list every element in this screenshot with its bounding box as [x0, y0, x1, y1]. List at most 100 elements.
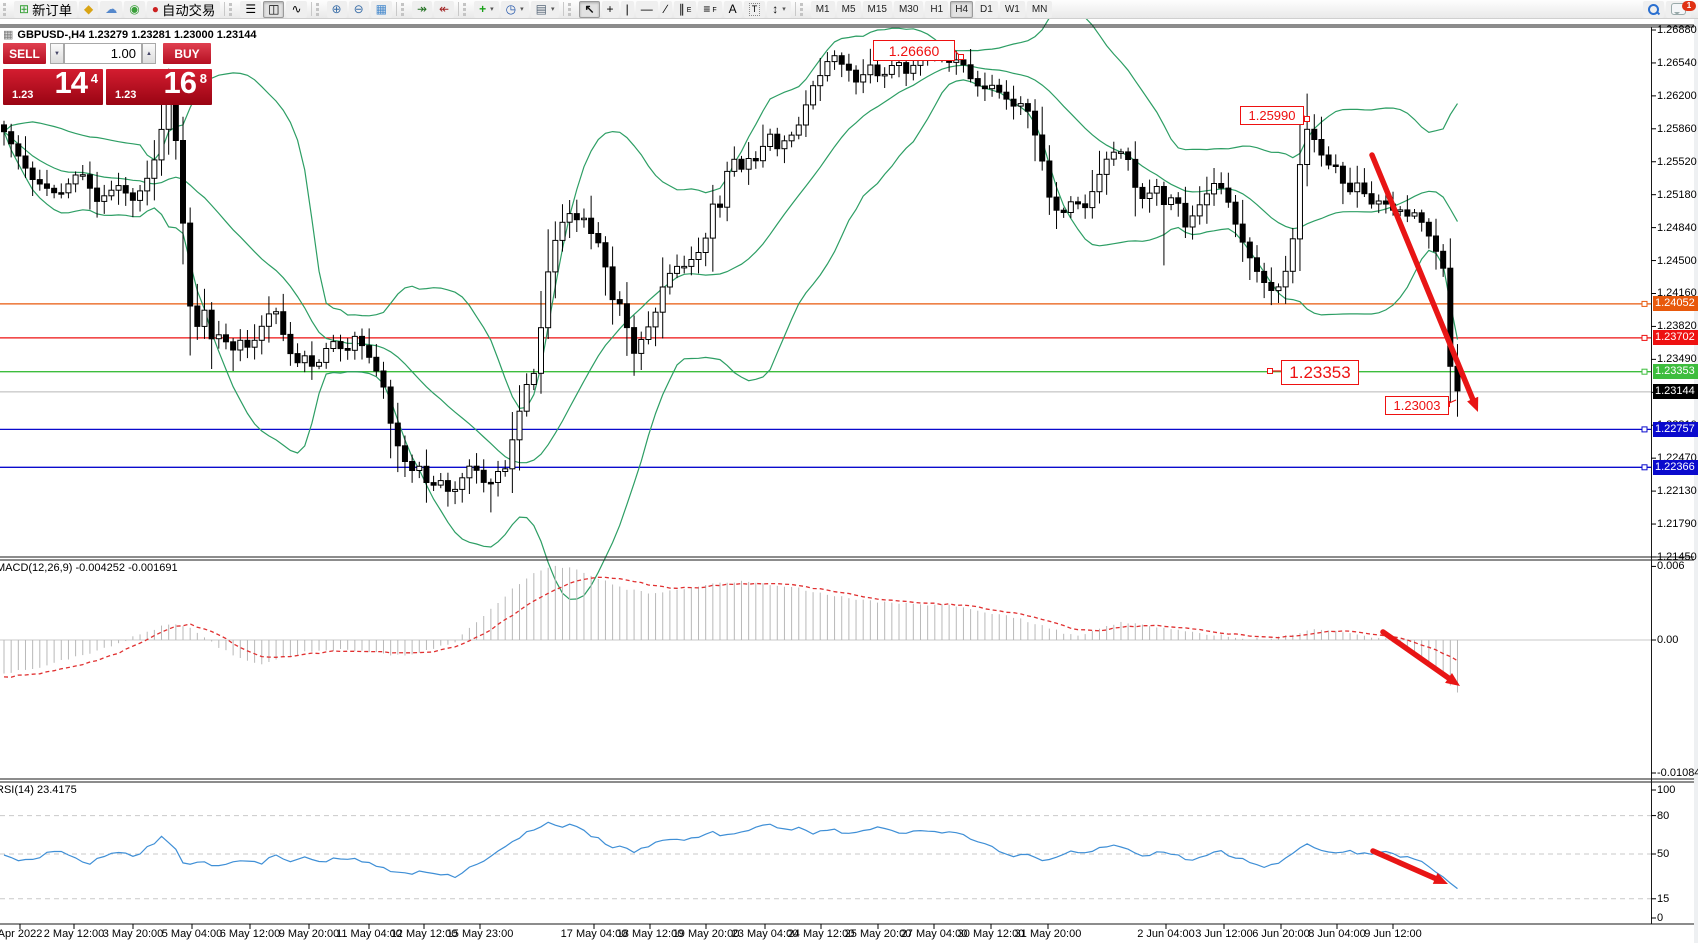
tf-m1-button[interactable]: M1: [810, 0, 835, 18]
annotation-swing-high-2[interactable]: 1.25990: [1240, 106, 1304, 125]
chevron-down-icon: ▾: [550, 6, 555, 13]
time-axis-label: 15 May 23:00: [446, 928, 514, 940]
tf-m1-button-label: M1: [815, 3, 830, 15]
line-chart-icon: ∿: [291, 2, 302, 16]
price-axis-tick: 1.21450: [1657, 550, 1697, 563]
price-tag: 1.24052: [1653, 296, 1698, 312]
annotation-swing-low[interactable]: 1.23003: [1385, 396, 1449, 415]
cloud-icon: ☁: [105, 2, 118, 16]
price-tag: 1.22366: [1653, 459, 1698, 475]
tile-icon: ▦: [375, 2, 387, 16]
tf-m30-button[interactable]: M30: [893, 0, 924, 18]
chart-shift-button[interactable]: ↞: [434, 0, 455, 18]
horizontal-line-button[interactable]: —: [635, 0, 658, 18]
sell-price-display[interactable]: 1.23 14 4: [3, 65, 103, 105]
buy-price-sup: 8: [199, 71, 207, 86]
macd-axis-tick: 0.00: [1657, 634, 1679, 646]
auto-trading-button-label: 自动交易: [162, 2, 216, 18]
tf-mn-button[interactable]: MN: [1026, 0, 1053, 18]
autotrading-icon: ●: [151, 2, 160, 16]
buy-button[interactable]: BUY: [163, 43, 211, 64]
new-order-button[interactable]: ⊞ 新订单: [14, 0, 78, 18]
price-axis-tick: 1.26880: [1657, 24, 1697, 36]
volume-down-button[interactable]: ▼: [50, 43, 64, 64]
tile-windows-button[interactable]: ▦: [370, 0, 392, 18]
time-axis-label: 30 May 12:00: [957, 928, 1025, 940]
price-axis-tick: 1.23820: [1657, 320, 1697, 333]
price-tag: 1.23353: [1653, 364, 1698, 380]
annotation-level-label[interactable]: 1.23353: [1281, 360, 1359, 385]
price-axis-tick: 1.21790: [1657, 518, 1697, 531]
vertical-line-button[interactable]: |: [620, 0, 634, 18]
fibo-icon: ≡: [703, 2, 711, 16]
tf-h1-button[interactable]: H1: [925, 0, 949, 18]
rsi-indicator-label: RSI(14) 23.4175: [0, 784, 77, 796]
volume-down-icon: ▼: [54, 50, 60, 57]
time-axis-label: 9 Jun 12:00: [1364, 928, 1422, 940]
chart-title-text: GBPUSD-,H4 1.23279 1.23281 1.23000 1.231…: [17, 28, 257, 41]
arrows-button[interactable]: ↕ ▾: [767, 0, 791, 18]
time-axis-label: 3 May 20:00: [102, 928, 164, 940]
equidistant-channel-button[interactable]: ∥ E: [673, 0, 697, 18]
crosshair-button[interactable]: +: [601, 0, 619, 18]
cursor-icon: ↖: [584, 2, 595, 16]
autoscroll-icon: ↠: [416, 2, 428, 16]
chevron-down-icon: ▾: [490, 6, 494, 13]
volume-input[interactable]: [64, 43, 142, 64]
vline-icon: |: [625, 2, 629, 16]
bar-chart-button[interactable]: ☰: [240, 0, 262, 18]
time-axis-label: 11 May 04:00: [336, 928, 402, 940]
candlestick-chart-button[interactable]: ◫: [263, 0, 285, 18]
time-axis-label: 31 May 20:00: [1014, 928, 1082, 940]
time-axis-label: 6 May 12:00: [219, 928, 281, 940]
fibonacci-button[interactable]: ≡ F: [698, 0, 722, 18]
price-axis-tick: 1.25520: [1657, 155, 1697, 168]
chat-button[interactable]: 1: [1666, 0, 1696, 18]
search-button[interactable]: [1643, 0, 1664, 18]
buy-price-small: 1.23: [115, 89, 137, 101]
candles-icon: ◫: [268, 2, 280, 16]
periods-button[interactable]: ◷ ▾: [500, 0, 529, 18]
tf-d1-button[interactable]: D1: [975, 0, 998, 18]
buy-price-display[interactable]: 1.23 16 8: [106, 65, 212, 105]
annotation-swing-high-1[interactable]: 1.26660: [873, 40, 955, 61]
zoom-in-icon: ⊕: [331, 2, 342, 16]
time-axis-label: 23 May 04:00: [731, 928, 799, 940]
time-axis-label: 3 Jun 12:00: [1195, 928, 1253, 940]
time-axis-label: 2 Jun 04:00: [1137, 928, 1195, 940]
tf-h4-button[interactable]: H4: [950, 0, 974, 18]
new-order-button-label: 新订单: [32, 2, 73, 18]
price-axis-tick: 1.26540: [1657, 56, 1697, 69]
line-chart-button[interactable]: ∿: [286, 0, 307, 18]
trendline-button[interactable]: ∕: [659, 0, 672, 18]
cursor-button[interactable]: ↖: [579, 0, 600, 18]
text-label-button[interactable]: T: [743, 0, 766, 18]
tf-w1-button[interactable]: W1: [999, 0, 1025, 18]
zoom-out-button[interactable]: ⊖: [348, 0, 369, 18]
zoom-out-icon: ⊖: [353, 2, 364, 16]
price-axis-tick: 1.23490: [1657, 353, 1697, 366]
signals-button[interactable]: ◉: [124, 0, 145, 18]
tf-d1-button-label: D1: [980, 3, 993, 15]
clock-icon: ◷: [505, 2, 517, 16]
auto-trading-button[interactable]: ● 自动交易: [146, 0, 221, 18]
text-button[interactable]: A: [723, 0, 742, 18]
rsi-axis-tick: 100: [1657, 784, 1676, 796]
auto-scroll-button[interactable]: ↠: [411, 0, 433, 18]
mql5-community-button[interactable]: ☁: [100, 0, 123, 18]
tf-m5-button[interactable]: M5: [836, 0, 861, 18]
time-axis-label: 6 Jun 20:00: [1252, 928, 1310, 940]
rsi-axis-tick: 15: [1657, 892, 1670, 905]
indicators-button[interactable]: + ▾: [474, 0, 499, 18]
volume-up-button[interactable]: ▲: [142, 43, 156, 64]
sound-button[interactable]: ◆: [79, 0, 99, 18]
sell-button[interactable]: SELL: [3, 43, 46, 64]
price-axis-tick: 1.22130: [1657, 485, 1697, 498]
time-axis-label: Apr 2022: [0, 928, 43, 940]
tf-m15-button[interactable]: M15: [862, 0, 892, 18]
time-axis-label: 12 May 12:00: [390, 928, 458, 940]
new-order-icon: ⊞: [19, 2, 30, 16]
templates-button[interactable]: ▤ ▾: [530, 0, 560, 18]
zoom-in-button[interactable]: ⊕: [326, 0, 347, 18]
